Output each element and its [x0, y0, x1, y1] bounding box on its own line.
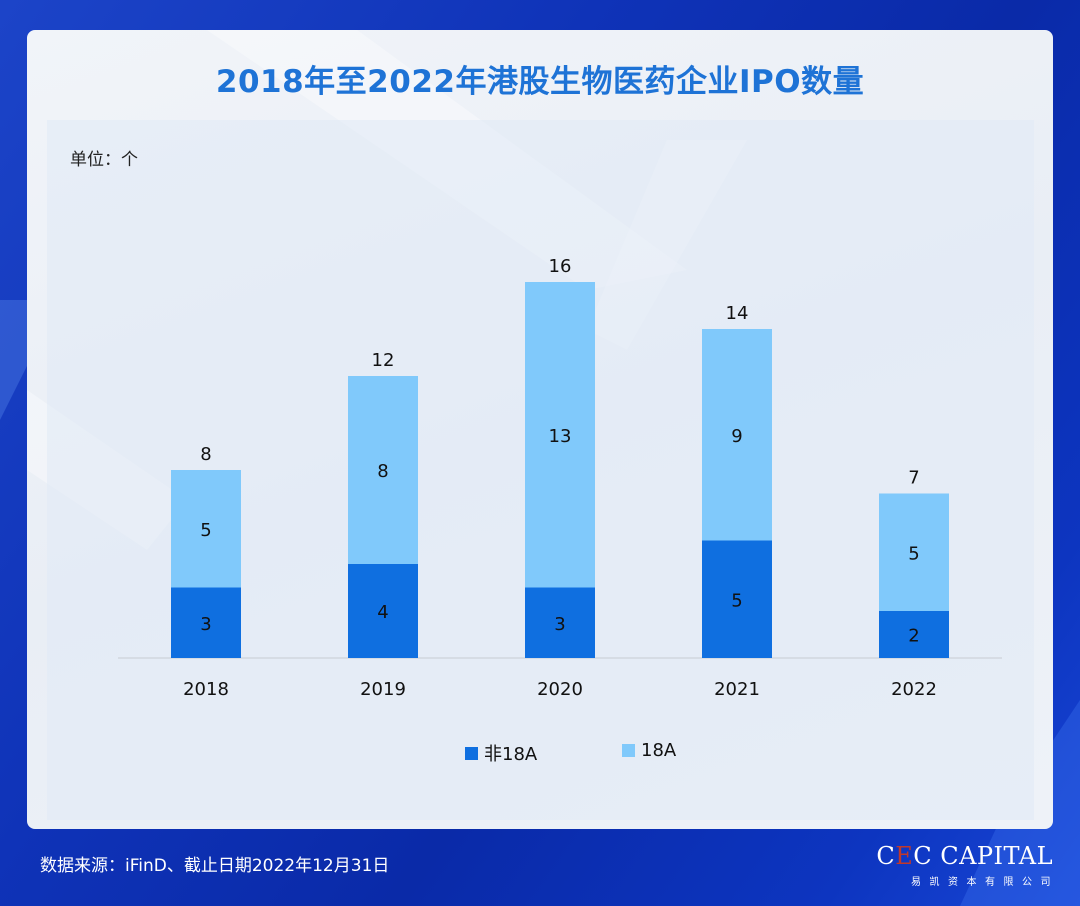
bar-non18a-2019 — [348, 564, 418, 658]
bar-18a-2019 — [348, 376, 418, 564]
logo-subtitle: 易凯资本有限公司 — [911, 877, 1059, 888]
logo-wordmark: CEC CAPITAL — [876, 842, 1053, 870]
value-label-non18a-2021: 5 — [731, 590, 742, 611]
unit-label: 单位：个 — [70, 150, 138, 170]
bar-18a-2021 — [702, 329, 772, 541]
legend-item-non18a: 非18A — [465, 740, 537, 766]
bar-non18a-2022 — [879, 611, 949, 658]
chart-title: 2018年至2022年港股生物医药企业IPO数量 — [215, 64, 865, 100]
total-label-2018: 8 — [200, 444, 211, 465]
bar-non18a-2018 — [171, 587, 241, 658]
bar-non18a-2021 — [702, 540, 772, 658]
bar-18a-2022 — [879, 493, 949, 611]
value-label-non18a-2018: 3 — [200, 614, 211, 635]
x-tick-label-2022: 2022 — [891, 679, 937, 700]
total-label-2021: 14 — [726, 303, 749, 324]
legend-label-18a: 18A — [641, 740, 677, 761]
cec-capital-logo: CEC CAPITAL 易凯资本有限公司 — [876, 842, 1053, 888]
x-tick-label-2019: 2019 — [360, 679, 406, 700]
legend-swatch-non18a — [465, 746, 478, 760]
legend-item-18a: 18A — [622, 740, 676, 761]
total-label-2019: 12 — [372, 350, 395, 371]
bar-non18a-2020 — [525, 587, 595, 658]
total-label-2022: 7 — [908, 468, 919, 489]
value-label-18a-2021: 9 — [731, 426, 742, 447]
legend-label-non18a: 非18A — [484, 744, 538, 765]
data-source-note: 数据来源：iFinD、截止日期2022年12月31日 — [40, 856, 390, 876]
value-label-18a-2018: 5 — [200, 520, 211, 541]
value-label-18a-2019: 8 — [377, 461, 388, 482]
x-tick-label-2021: 2021 — [714, 679, 760, 700]
legend-swatch-18a — [622, 744, 635, 757]
bar-18a-2018 — [171, 470, 241, 588]
value-label-18a-2022: 5 — [908, 543, 919, 564]
total-label-2020: 16 — [549, 256, 572, 277]
bar-18a-2020 — [525, 282, 595, 588]
value-label-18a-2020: 13 — [549, 426, 572, 447]
x-tick-label-2018: 2018 — [183, 679, 229, 700]
value-label-non18a-2020: 3 — [554, 614, 565, 635]
value-label-non18a-2019: 4 — [377, 602, 388, 623]
legend: 非18A 18A — [0, 740, 1080, 766]
x-tick-label-2020: 2020 — [537, 679, 583, 700]
value-label-non18a-2022: 2 — [908, 626, 919, 647]
